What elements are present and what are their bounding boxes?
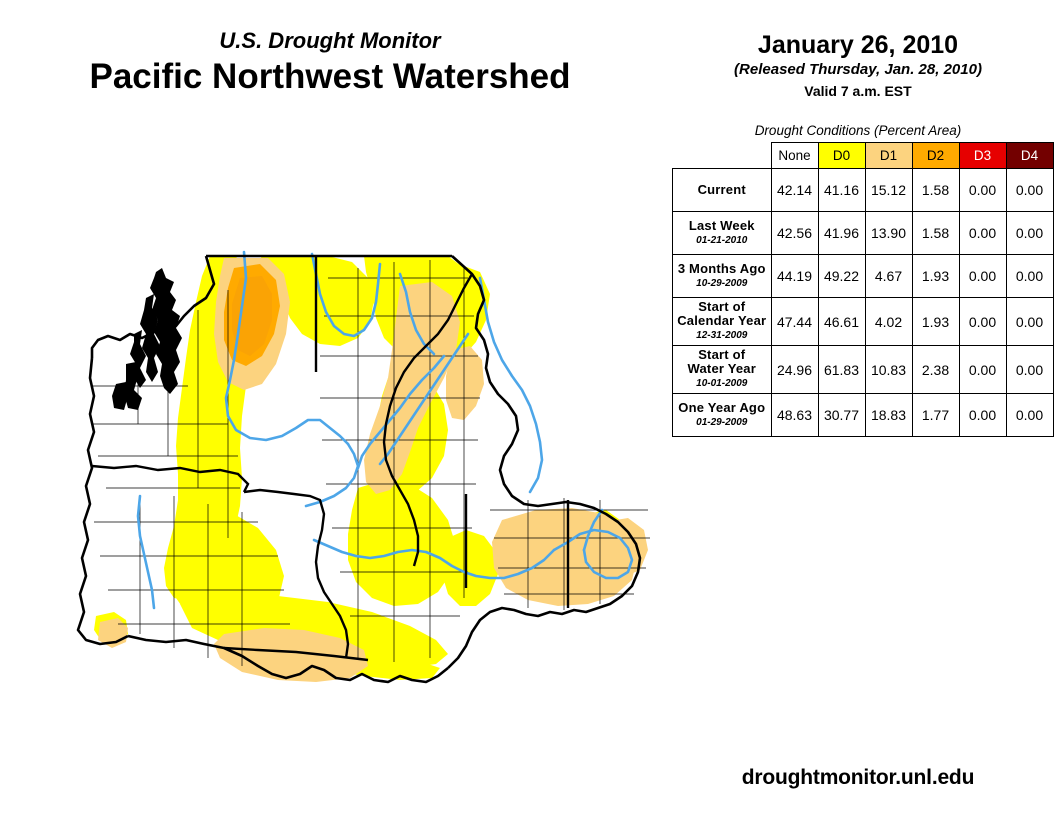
- rivers: [136, 250, 634, 610]
- cell-wateryear-d2: 2.38: [911, 345, 960, 394]
- table-row: Current 42.14 41.16 15.12 1.58 0.00 0.00: [672, 168, 1054, 212]
- cell-current-d2: 1.58: [911, 168, 960, 212]
- cell-wateryear-d4: 0.00: [1005, 345, 1054, 394]
- cell-oneyear-d1: 18.83: [864, 393, 913, 437]
- cell-calyear-d1: 4.02: [864, 297, 913, 346]
- row-name: 3 Months Ago: [677, 260, 766, 276]
- row-label-start-calendar-year: Start of Calendar Year 12-31-2009: [672, 297, 772, 346]
- row-date: 01-29-2009: [696, 416, 748, 428]
- column-header-d4: D4: [1005, 142, 1054, 169]
- cell-lastweek-d3: 0.00: [958, 211, 1007, 255]
- state-boundaries: [91, 256, 570, 662]
- cell-lastweek-d0: 41.96: [817, 211, 866, 255]
- row-name: Current: [697, 182, 746, 197]
- cell-3months-d0: 49.22: [817, 254, 866, 298]
- cell-lastweek-d4: 0.00: [1005, 211, 1054, 255]
- drought-map[interactable]: [28, 238, 654, 684]
- cell-3months-d1: 4.67: [864, 254, 913, 298]
- table-row: Last Week 01-21-2010 42.56 41.96 13.90 1…: [672, 211, 1054, 255]
- row-name: Last Week: [688, 217, 755, 233]
- table-row: One Year Ago 01-29-2009 48.63 30.77 18.8…: [672, 393, 1054, 437]
- cell-3months-d3: 0.00: [958, 254, 1007, 298]
- cell-oneyear-d3: 0.00: [958, 393, 1007, 437]
- drought-map-svg[interactable]: [28, 238, 654, 684]
- valid-time: Valid 7 a.m. EST: [804, 83, 912, 99]
- row-name-line2: Calendar Year: [677, 313, 767, 328]
- row-label-start-water-year: Start of Water Year 10-01-2009: [672, 345, 772, 394]
- cell-oneyear-d4: 0.00: [1005, 393, 1054, 437]
- map-panel: U.S. Drought Monitor Pacific Northwest W…: [0, 28, 660, 684]
- cell-current-d1: 15.12: [864, 168, 913, 212]
- cell-3months-d2: 1.93: [911, 254, 960, 298]
- cell-lastweek-none: 42.56: [770, 211, 819, 255]
- cell-oneyear-d0: 30.77: [817, 393, 866, 437]
- cell-calyear-none: 47.44: [770, 297, 819, 346]
- row-date: 10-01-2009: [696, 378, 748, 389]
- row-name-line1: Start of: [698, 347, 746, 362]
- column-header-none: None: [770, 142, 819, 169]
- title-block: U.S. Drought Monitor Pacific Northwest W…: [0, 28, 660, 98]
- page-title: Pacific Northwest Watershed: [89, 57, 571, 96]
- row-name: One Year Ago: [678, 399, 766, 415]
- page-supertitle: U.S. Drought Monitor: [219, 28, 441, 53]
- cell-wateryear-d0: 61.83: [817, 345, 866, 394]
- info-panel: January 26, 2010 (Released Thursday, Jan…: [660, 0, 1056, 816]
- row-label-current: Current: [672, 168, 772, 212]
- table-caption: Drought Conditions (Percent Area): [754, 123, 962, 138]
- cell-wateryear-none: 24.96: [770, 345, 819, 394]
- cell-3months-none: 44.19: [770, 254, 819, 298]
- cell-calyear-d4: 0.00: [1005, 297, 1054, 346]
- cell-current-d0: 41.16: [817, 168, 866, 212]
- table-row: Start of Water Year 10-01-2009 24.96 61.…: [672, 345, 1054, 394]
- row-name-line1: Start of: [698, 299, 746, 314]
- cell-oneyear-d2: 1.77: [911, 393, 960, 437]
- cell-oneyear-none: 48.63: [770, 393, 819, 437]
- release-date: (Released Thursday, Jan. 28, 2010): [734, 61, 982, 78]
- cell-3months-d4: 0.00: [1005, 254, 1054, 298]
- date-block: January 26, 2010 (Released Thursday, Jan…: [660, 30, 1056, 101]
- row-label-3-months-ago: 3 Months Ago 10-29-2009: [672, 254, 772, 298]
- cell-calyear-d0: 46.61: [817, 297, 866, 346]
- row-label-last-week: Last Week 01-21-2010: [672, 211, 772, 255]
- column-header-d1: D1: [864, 142, 913, 169]
- table-row: Start of Calendar Year 12-31-2009 47.44 …: [672, 297, 1054, 346]
- watershed-boundary: [76, 254, 642, 684]
- table-header-row: None D0 D1 D2 D3 D4: [673, 142, 1054, 169]
- row-label-one-year-ago: One Year Ago 01-29-2009: [672, 393, 772, 437]
- column-header-d0: D0: [817, 142, 866, 169]
- cell-current-d3: 0.00: [958, 168, 1007, 212]
- drought-conditions-table: None D0 D1 D2 D3 D4 Current 42.14 41.16 …: [672, 142, 1054, 437]
- cell-wateryear-d1: 10.83: [864, 345, 913, 394]
- table-row: 3 Months Ago 10-29-2009 44.19 49.22 4.67…: [672, 254, 1054, 298]
- row-date: 01-21-2010: [696, 234, 748, 246]
- cell-lastweek-d2: 1.58: [911, 211, 960, 255]
- cell-calyear-d3: 0.00: [958, 297, 1007, 346]
- row-name-line2: Water Year: [687, 361, 756, 376]
- column-header-d3: D3: [958, 142, 1007, 169]
- site-url[interactable]: droughtmonitor.unl.edu: [741, 766, 975, 789]
- row-date: 12-31-2009: [696, 330, 748, 341]
- cell-lastweek-d1: 13.90: [864, 211, 913, 255]
- cell-current-d4: 0.00: [1005, 168, 1054, 212]
- puget-sound: [112, 268, 182, 410]
- cell-calyear-d2: 1.93: [911, 297, 960, 346]
- column-header-d2: D2: [911, 142, 960, 169]
- cell-wateryear-d3: 0.00: [958, 345, 1007, 394]
- row-date: 10-29-2009: [696, 277, 748, 289]
- report-date: January 26, 2010: [757, 31, 959, 59]
- table-corner-cell: [673, 143, 772, 169]
- cell-current-none: 42.14: [770, 168, 819, 212]
